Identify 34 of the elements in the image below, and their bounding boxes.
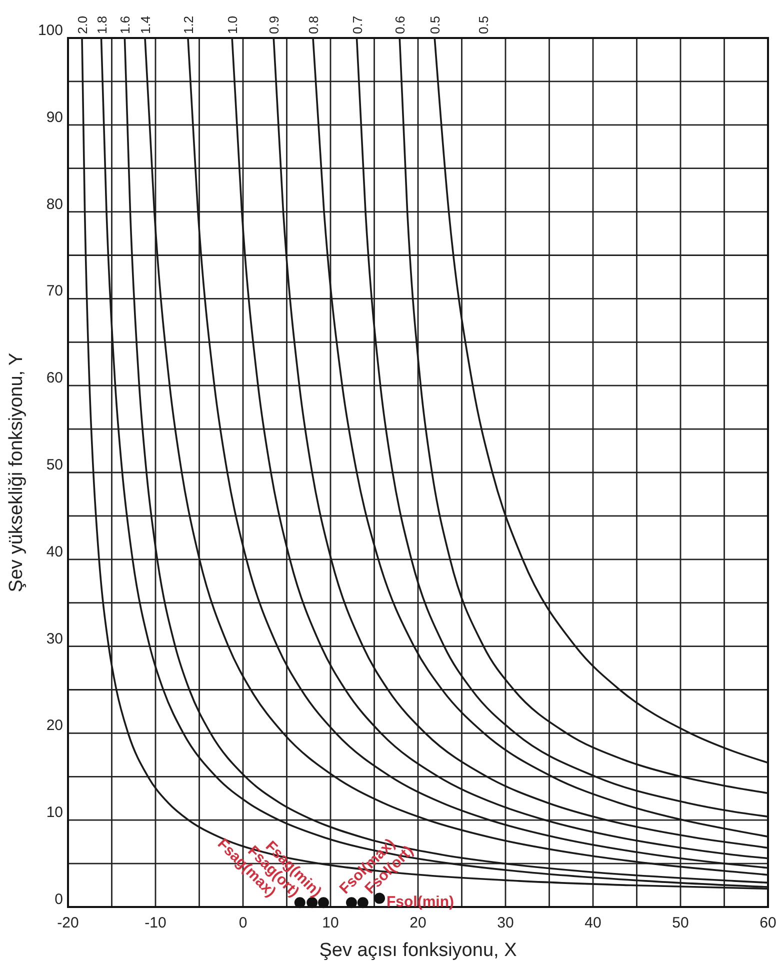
- x-tick-label: 20: [410, 914, 426, 932]
- text: 0.9: [266, 16, 282, 34]
- text: 0.5: [428, 16, 443, 34]
- y-tick-label: 30: [46, 630, 63, 648]
- y-tick-label: 40: [46, 543, 63, 560]
- y-tick-label: 80: [46, 196, 63, 213]
- y-tick-label: 0: [54, 891, 63, 908]
- x-tick-label: 40: [584, 914, 602, 932]
- text: 0.5: [476, 16, 491, 34]
- x-tick-label: -20: [57, 914, 79, 932]
- x-tick-label: -10: [144, 914, 166, 932]
- y-axis-title: Şev yüksekliği fonksiyonu, Y: [6, 352, 27, 592]
- text: 1.4: [138, 16, 153, 34]
- x-tick-label: 60: [760, 914, 776, 932]
- x-tick-label: 0: [238, 914, 248, 932]
- y-tick-label: 10: [46, 804, 63, 822]
- text: 0.6: [392, 16, 408, 34]
- y-tick-label: 70: [46, 282, 63, 300]
- text: 1.0: [225, 16, 240, 34]
- x-tick-label: 10: [322, 914, 339, 932]
- y-tick-label: 100: [38, 22, 63, 39]
- text: 2.0: [75, 16, 90, 34]
- text: 1.6: [118, 16, 133, 34]
- y-tick-label: 90: [46, 108, 63, 126]
- y-tick-label: 20: [46, 717, 63, 734]
- x-tick-label: 50: [672, 914, 689, 932]
- text: 1.8: [94, 16, 110, 34]
- x-axis-title: Şev açısı fonksiyonu, X: [319, 940, 518, 961]
- text: 1.2: [180, 16, 196, 34]
- text: 0.8: [306, 16, 321, 34]
- y-tick-label: 50: [46, 456, 63, 474]
- text: 0.7: [350, 16, 365, 34]
- y-tick-label: 60: [46, 370, 63, 387]
- x-tick-label: 30: [497, 914, 514, 932]
